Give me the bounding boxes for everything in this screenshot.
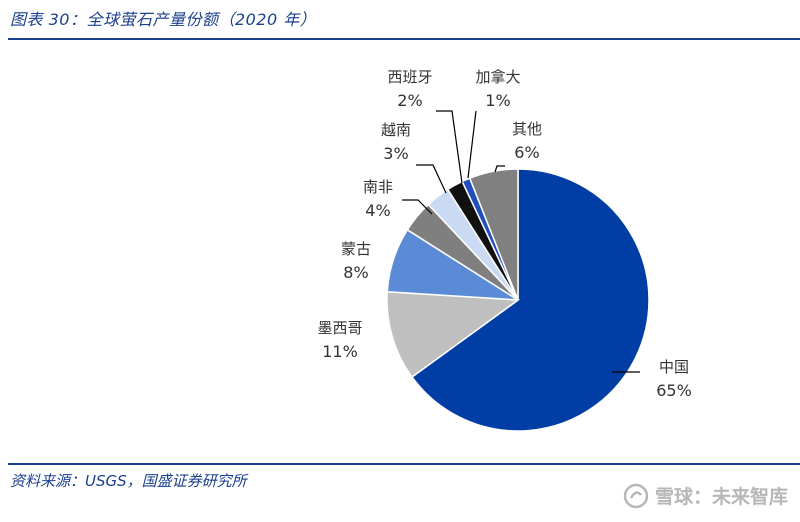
slice-label-name: 中国 xyxy=(659,358,689,376)
slice-label-percent: 3% xyxy=(383,144,408,163)
slice-labels: 中国 65% 墨西哥 11% 蒙古 8% 南非 4% 越南 3% 西班牙 2% 加拿大 1%其他 6% xyxy=(317,68,691,400)
leader-line-7 xyxy=(494,165,505,173)
slice-label-name: 蒙古 xyxy=(341,240,371,258)
pie-slices xyxy=(386,168,650,432)
leader-line-5 xyxy=(436,110,463,184)
slice-label-name: 其他 xyxy=(512,120,542,138)
snowball-logo-icon xyxy=(623,483,649,508)
slice-label-percent: 8% xyxy=(343,263,368,282)
slice-label-percent: 2% xyxy=(397,91,422,110)
leader-line-6 xyxy=(467,110,477,179)
slice-label-name: 越南 xyxy=(381,121,411,139)
slice-label-name: 墨西哥 xyxy=(317,319,362,337)
slice-label-name: 加拿大 xyxy=(475,68,520,86)
watermark-text: 雪球：未来智库 xyxy=(654,486,788,508)
leader-line-4 xyxy=(416,164,447,194)
watermark: 雪球：未来智库 xyxy=(623,482,788,509)
pie-slice-0 xyxy=(410,168,650,432)
slice-label-name: 南非 xyxy=(363,178,393,196)
bottom-divider xyxy=(8,463,800,465)
slice-label-percent: 4% xyxy=(365,201,390,220)
pie-slice-1 xyxy=(386,290,521,379)
top-divider xyxy=(8,38,800,40)
slice-label-percent: 65% xyxy=(656,381,692,400)
slice-label-name: 西班牙 xyxy=(387,68,432,86)
slice-label-percent: 1% xyxy=(485,91,510,110)
source-note: 资料来源：USGS，国盛证券研究所 xyxy=(10,472,247,490)
slice-label-percent: 6% xyxy=(514,143,539,162)
slice-label-percent: 11% xyxy=(322,342,358,361)
leader-line-3 xyxy=(402,199,433,215)
leader-lines xyxy=(402,110,640,373)
pie-slice-7 xyxy=(468,168,519,301)
chart-title: 图表 30：全球萤石产量份额（2020 年） xyxy=(10,10,317,29)
